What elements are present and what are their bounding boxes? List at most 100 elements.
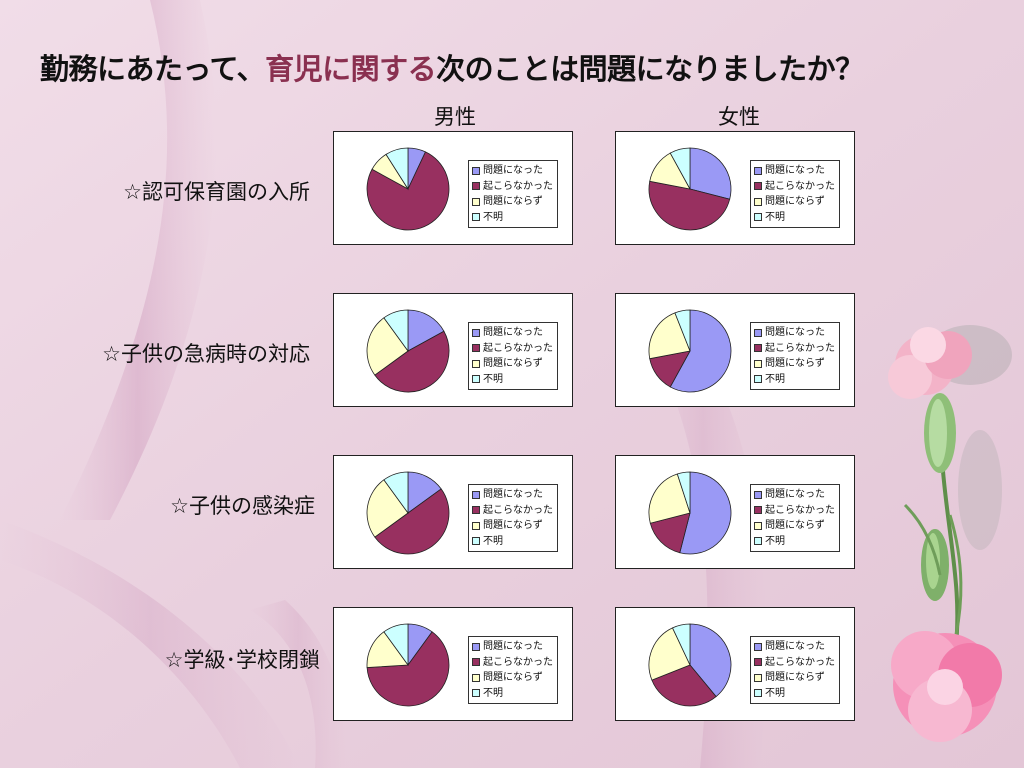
- legend-label: 起こらなかった: [483, 656, 553, 668]
- legend-swatch: [472, 344, 480, 353]
- legend-swatch: [754, 213, 762, 222]
- legend-item: 問題になった: [754, 487, 835, 503]
- legend-item: 問題にならず: [472, 356, 553, 372]
- legend-item: 起こらなかった: [754, 503, 835, 519]
- chart-legend: 問題になった 起こらなかった 問題にならず 不明: [468, 484, 558, 552]
- legend-swatch: [472, 166, 480, 175]
- pie-slice-2: [366, 631, 450, 707]
- pie-slice-4: [383, 471, 409, 515]
- legend-item: 問題にならず: [754, 356, 835, 372]
- legend-label: 不明: [765, 535, 785, 547]
- legend-label: 問題にならず: [765, 358, 825, 369]
- legend-label: 不明: [765, 373, 785, 385]
- pie-svg: [366, 623, 450, 707]
- legend-item: 起こらなかった: [754, 341, 835, 357]
- chart-legend: 問題になった 起こらなかった 問題にならず 不明: [750, 636, 840, 704]
- legend-item: 起こらなかった: [472, 503, 553, 519]
- legend-label: 起こらなかった: [483, 180, 553, 192]
- pie-chart-row2-male: 問題になった 起こらなかった問題にならず 不明: [333, 293, 573, 407]
- column-header-female: 女性: [718, 105, 760, 129]
- legend-label: 問題になった: [483, 489, 543, 500]
- legend-swatch: [472, 359, 480, 368]
- pie-slice-1: [689, 623, 732, 698]
- legend-swatch: [472, 537, 480, 546]
- pie-svg: [648, 623, 732, 707]
- legend-item: 起こらなかった: [472, 179, 553, 195]
- row-label-infection: ☆子供の感染症: [170, 494, 315, 518]
- pie-slice-2: [374, 488, 450, 555]
- row-label-school-closure: ☆学級･学校閉鎖: [164, 648, 320, 672]
- pie-slice-4: [676, 471, 691, 514]
- pie-slice-1: [669, 309, 732, 393]
- legend-label: 問題になった: [765, 327, 825, 338]
- pie-slice-4: [383, 309, 409, 353]
- legend-swatch: [754, 344, 762, 353]
- legend-swatch: [754, 375, 762, 384]
- pie-chart-row1-male: 問題になった 起こらなかった 問題にならず 不明: [333, 131, 573, 245]
- pie-slice-3: [648, 312, 691, 360]
- pie-slice-4: [669, 147, 691, 190]
- pie-slice-2: [366, 151, 450, 231]
- row-label-sudden-illness: ☆子供の急病時の対応: [102, 342, 310, 366]
- pie-slice-4: [383, 623, 409, 667]
- pie-slice-3: [648, 473, 691, 524]
- legend-item: 問題にならず: [754, 194, 835, 210]
- legend-swatch: [754, 166, 762, 175]
- pie-slice-1: [407, 309, 445, 352]
- pie-slice-2: [649, 512, 691, 554]
- row-label-daycare-admission: ☆認可保育園の入所: [123, 180, 310, 204]
- legend-item: 問題にならず: [754, 518, 835, 534]
- legend-item: 不明: [754, 686, 835, 702]
- legend-item: 起こらなかった: [754, 655, 835, 671]
- legend-item: 問題になった: [472, 639, 553, 655]
- legend-label: 問題にならず: [483, 520, 543, 531]
- legend-swatch: [754, 506, 762, 515]
- chart-legend: 問題になった 起こらなかった 問題にならず 不明: [468, 160, 558, 228]
- legend-swatch: [472, 375, 480, 384]
- legend-item: 問題にならず: [472, 670, 553, 686]
- legend-swatch: [472, 689, 480, 698]
- legend-item: 不明: [754, 534, 835, 550]
- pie-slice-3: [648, 627, 691, 681]
- legend-label: 不明: [483, 687, 503, 699]
- legend-item: 不明: [754, 372, 835, 388]
- chart-legend: 問題になった 起こらなかった 問題にならず 不明: [750, 322, 840, 390]
- pie-slice-1: [689, 147, 732, 200]
- pie-svg: [648, 309, 732, 393]
- legend-swatch: [472, 642, 480, 651]
- legend-label: 問題になった: [765, 489, 825, 500]
- chart-legend: 問題になった 起こらなかった 問題にならず 不明: [468, 636, 558, 704]
- legend-swatch: [472, 521, 480, 530]
- legend-swatch: [472, 506, 480, 515]
- pie-chart-row4-female: 問題になった 起こらなかった 問題にならず 不明: [615, 607, 855, 721]
- legend-item: 不明: [472, 534, 553, 550]
- legend-item: 問題になった: [472, 163, 553, 179]
- legend-label: 起こらなかった: [483, 504, 553, 516]
- pie-chart-row4-male: 問題になった 起こらなかった 問題にならず 不明: [333, 607, 573, 721]
- legend-label: 不明: [765, 211, 785, 223]
- legend-swatch: [472, 328, 480, 337]
- legend-swatch: [472, 213, 480, 222]
- legend-swatch: [754, 197, 762, 206]
- legend-label: 問題にならず: [483, 672, 543, 683]
- legend-swatch: [754, 182, 762, 191]
- legend-item: 不明: [472, 372, 553, 388]
- legend-label: 起こらなかった: [765, 180, 835, 192]
- legend-swatch: [754, 689, 762, 698]
- legend-label: 問題にならず: [483, 196, 543, 207]
- legend-swatch: [754, 328, 762, 337]
- legend-label: 問題になった: [483, 327, 543, 338]
- legend-item: 問題にならず: [754, 670, 835, 686]
- chart-legend: 問題になった起こらなかった 問題にならず 不明: [750, 484, 840, 552]
- legend-swatch: [754, 521, 762, 530]
- legend-swatch: [754, 537, 762, 546]
- pie-svg: [648, 471, 732, 555]
- legend-label: 起こらなかった: [765, 342, 835, 354]
- legend-label: 起こらなかった: [483, 342, 553, 354]
- pie-slice-2: [648, 180, 731, 231]
- legend-label: 不明: [483, 535, 503, 547]
- title-highlight: 育児に関する: [265, 52, 437, 86]
- legend-swatch: [472, 197, 480, 206]
- legend-label: 不明: [483, 211, 503, 223]
- legend-label: 不明: [765, 687, 785, 699]
